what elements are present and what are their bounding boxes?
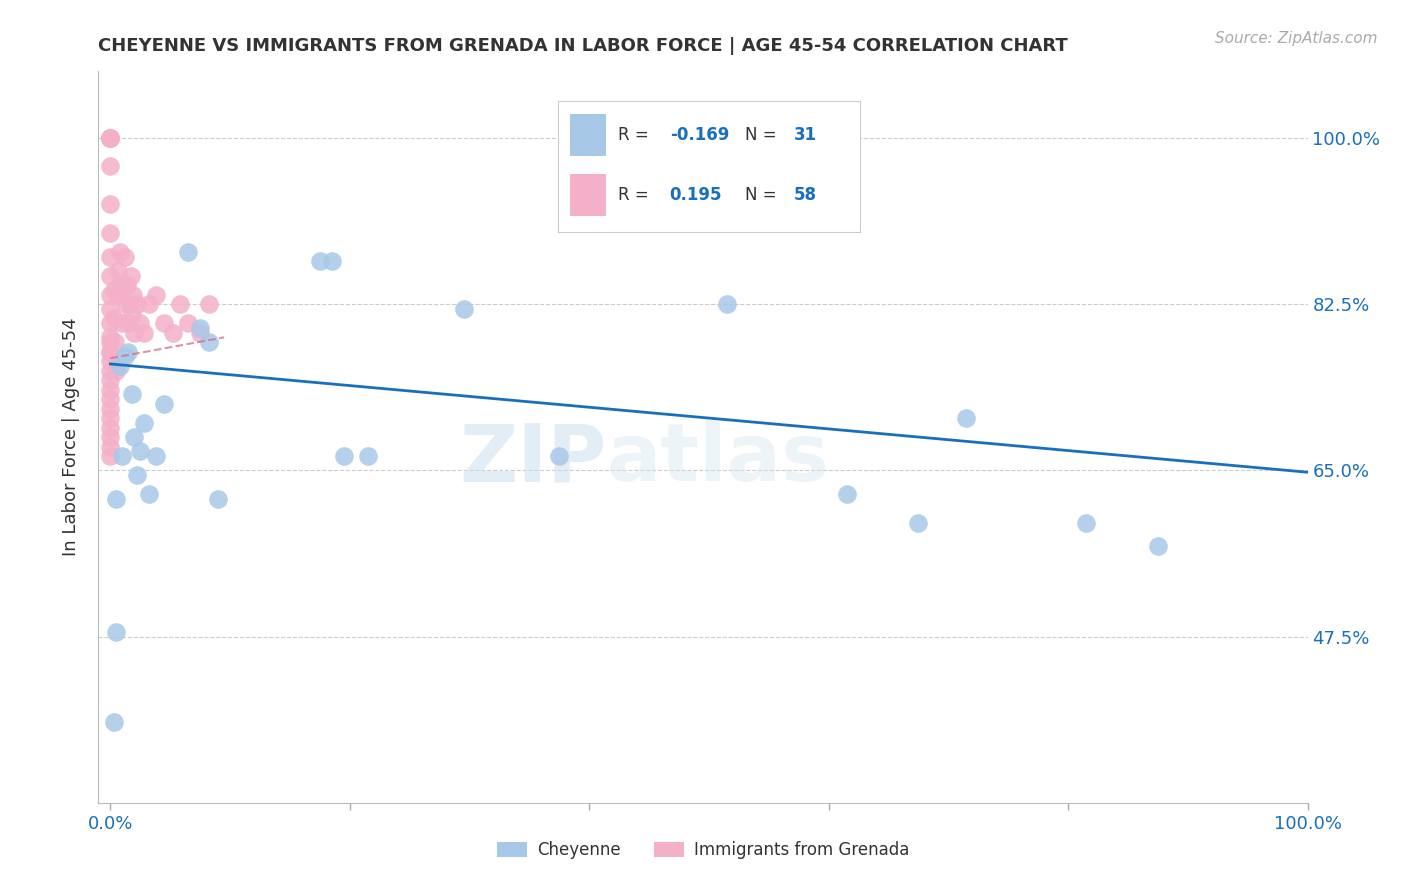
Point — [121, 307, 143, 321]
Point — [100, 392, 122, 406]
Point — [105, 491, 128, 506]
Point — [100, 335, 122, 350]
Point — [138, 297, 160, 311]
Point — [108, 359, 131, 373]
Point — [115, 278, 138, 293]
Point — [153, 316, 176, 330]
Text: CHEYENNE VS IMMIGRANTS FROM GRENADA IN LABOR FORCE | AGE 45-54 CORRELATION CHART: CHEYENNE VS IMMIGRANTS FROM GRENADA IN L… — [98, 37, 1069, 54]
Point — [100, 131, 122, 145]
Point — [309, 254, 332, 268]
Point — [120, 268, 142, 283]
Point — [100, 159, 122, 173]
Point — [124, 430, 146, 444]
Point — [122, 287, 145, 301]
Point — [145, 287, 167, 301]
Point — [103, 283, 125, 297]
Point — [115, 297, 138, 311]
Point — [132, 416, 155, 430]
Point — [100, 344, 122, 359]
Point — [100, 268, 122, 283]
Point — [111, 449, 134, 463]
Point — [104, 335, 127, 350]
Point — [124, 326, 146, 340]
Point — [100, 401, 122, 416]
Point — [100, 430, 122, 444]
Point — [100, 420, 122, 434]
Text: atlas: atlas — [606, 420, 830, 498]
Point — [117, 316, 139, 330]
Point — [129, 444, 152, 458]
Legend: Cheyenne, Immigrants from Grenada: Cheyenne, Immigrants from Grenada — [491, 835, 915, 866]
Point — [125, 297, 148, 311]
Point — [100, 131, 122, 145]
Point — [114, 250, 136, 264]
Point — [100, 316, 122, 330]
Point — [907, 516, 929, 530]
Point — [177, 244, 200, 259]
Point — [114, 349, 136, 363]
Point — [110, 278, 132, 293]
Point — [357, 449, 380, 463]
Point — [100, 301, 122, 316]
Point — [162, 326, 184, 340]
Point — [117, 344, 139, 359]
Point — [1074, 516, 1097, 530]
Point — [100, 363, 122, 377]
Point — [111, 316, 134, 330]
Point — [105, 363, 128, 377]
Point — [100, 131, 122, 145]
Point — [103, 311, 125, 326]
Point — [100, 131, 122, 145]
Point — [100, 197, 122, 211]
Point — [321, 254, 343, 268]
Point — [121, 387, 143, 401]
Point — [100, 411, 122, 425]
Point — [138, 487, 160, 501]
Point — [100, 330, 122, 344]
Point — [100, 250, 122, 264]
Point — [118, 297, 141, 311]
Point — [548, 449, 571, 463]
Point — [108, 244, 131, 259]
Point — [111, 278, 134, 293]
Point — [107, 287, 129, 301]
Point — [197, 335, 219, 350]
Point — [188, 321, 211, 335]
Point — [188, 326, 211, 340]
Point — [169, 297, 191, 311]
Point — [100, 226, 122, 240]
Point — [100, 440, 122, 454]
Point — [153, 397, 176, 411]
Point — [103, 714, 125, 729]
Point — [333, 449, 356, 463]
Point — [100, 354, 122, 368]
Point — [107, 264, 129, 278]
Point — [100, 131, 122, 145]
Point — [453, 301, 475, 316]
Point — [100, 287, 122, 301]
Point — [100, 383, 122, 397]
Point — [197, 297, 219, 311]
Point — [207, 491, 229, 506]
Point — [100, 449, 122, 463]
Point — [716, 297, 738, 311]
Text: Source: ZipAtlas.com: Source: ZipAtlas.com — [1215, 31, 1378, 46]
Point — [129, 316, 152, 330]
Point — [955, 411, 977, 425]
Y-axis label: In Labor Force | Age 45-54: In Labor Force | Age 45-54 — [62, 318, 80, 557]
Point — [835, 487, 858, 501]
Point — [125, 468, 148, 483]
Text: ZIP: ZIP — [458, 420, 606, 498]
Point — [100, 373, 122, 387]
Point — [100, 344, 122, 359]
Point — [177, 316, 200, 330]
Point — [1147, 539, 1170, 553]
Point — [132, 326, 155, 340]
Point — [105, 624, 128, 639]
Point — [145, 449, 167, 463]
